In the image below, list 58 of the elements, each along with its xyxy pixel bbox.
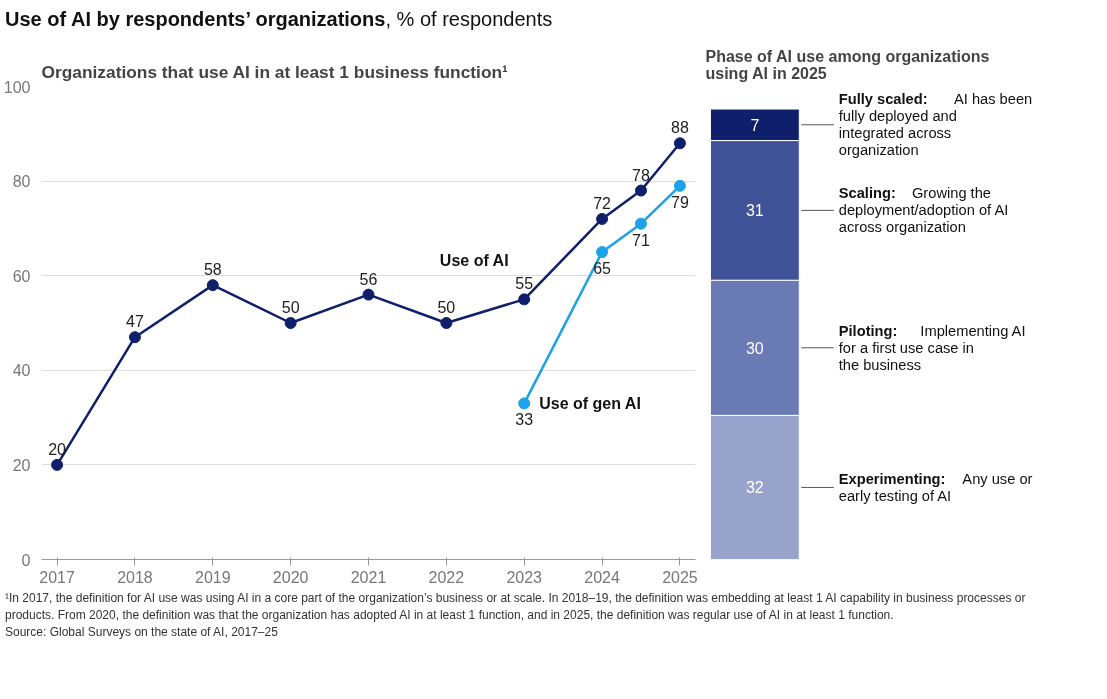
data-label: 71 [632, 231, 650, 249]
data-label: 31 [745, 202, 764, 220]
y-tick-label: 20 [12, 456, 31, 474]
point [518, 397, 531, 410]
point [128, 331, 141, 344]
point [362, 288, 375, 301]
y-tick-label: 60 [12, 267, 31, 285]
series-label: Use of gen AI [539, 394, 641, 412]
data-label: 20 [48, 440, 67, 458]
data-label: 30 [745, 339, 764, 357]
point [673, 137, 686, 150]
x-tick-label: 2023 [506, 568, 543, 586]
y-tick-label: 80 [12, 173, 31, 191]
point [635, 217, 647, 230]
y-tick-label: 40 [12, 362, 31, 380]
x-tick-label: 2019 [194, 568, 231, 586]
data-label: 50 [281, 299, 300, 316]
data-label: 33 [515, 411, 534, 429]
point [518, 293, 531, 306]
x-tick-label: 2022 [428, 568, 465, 586]
x-tick-label: 2025 [662, 568, 698, 586]
x-tick-label: 2021 [350, 568, 387, 586]
text: ¹In 2017, the definition for AI use was using AI in a core part of the organization’s business or at scale. In 2018–19, the definition was embedding at least 1 AI capability in business processes or products. From 2020, the definition was that the organization has adopted AI in at least 1 function, and in 2025, the definition was regular use of AI in at least 1 function. [5, 590, 1027, 625]
data-label: 79 [671, 193, 689, 211]
x-tick-label: 2017 [39, 568, 75, 586]
source-note: Source: Global Surveys on the state of AI, 2017–25 [5, 624, 279, 642]
point [284, 317, 297, 329]
chart-title: Use of AI by respondents’ organizations, % of respondents [5, 7, 553, 32]
y-tick-label: 0 [21, 551, 31, 569]
point [596, 212, 609, 225]
text: Piloting: Implementing AI for a first use case in the business [838, 322, 1026, 373]
text: Experimenting: Any use or early testing of AI [838, 470, 1033, 504]
y-tick-label: 100 [3, 78, 31, 96]
data-label: 65 [593, 260, 612, 278]
point [635, 184, 647, 197]
series-label: Use of AI [439, 252, 509, 270]
data-label: 58 [203, 261, 222, 279]
data-label: 47 [126, 313, 144, 331]
point [673, 179, 686, 192]
x-tick-label: 2018 [117, 568, 153, 586]
text: Fully scaled: AI has been fully deployed and integrated across organization [838, 91, 1033, 159]
x-tick-label: 2020 [272, 568, 309, 586]
data-label: 72 [593, 194, 612, 212]
data-label: 78 [632, 166, 650, 184]
point [596, 246, 609, 259]
point [51, 458, 64, 471]
data-label: 56 [359, 270, 378, 288]
point [206, 279, 219, 292]
text: Phase of AI use among organizations using AI in 2025 [705, 47, 990, 82]
text: Scaling: Growing the deployment/adoption of AI across organization [838, 185, 1009, 236]
data-label: 50 [437, 299, 456, 316]
data-label: 32 [745, 479, 764, 497]
chart-subtitle: Organizations that use AI in at least 1 business function¹ [41, 61, 509, 82]
data-label: 55 [515, 275, 534, 293]
data-label: 88 [671, 119, 689, 137]
point [440, 317, 453, 329]
data-label: 7 [750, 116, 760, 134]
x-tick-label: 2024 [584, 568, 620, 586]
